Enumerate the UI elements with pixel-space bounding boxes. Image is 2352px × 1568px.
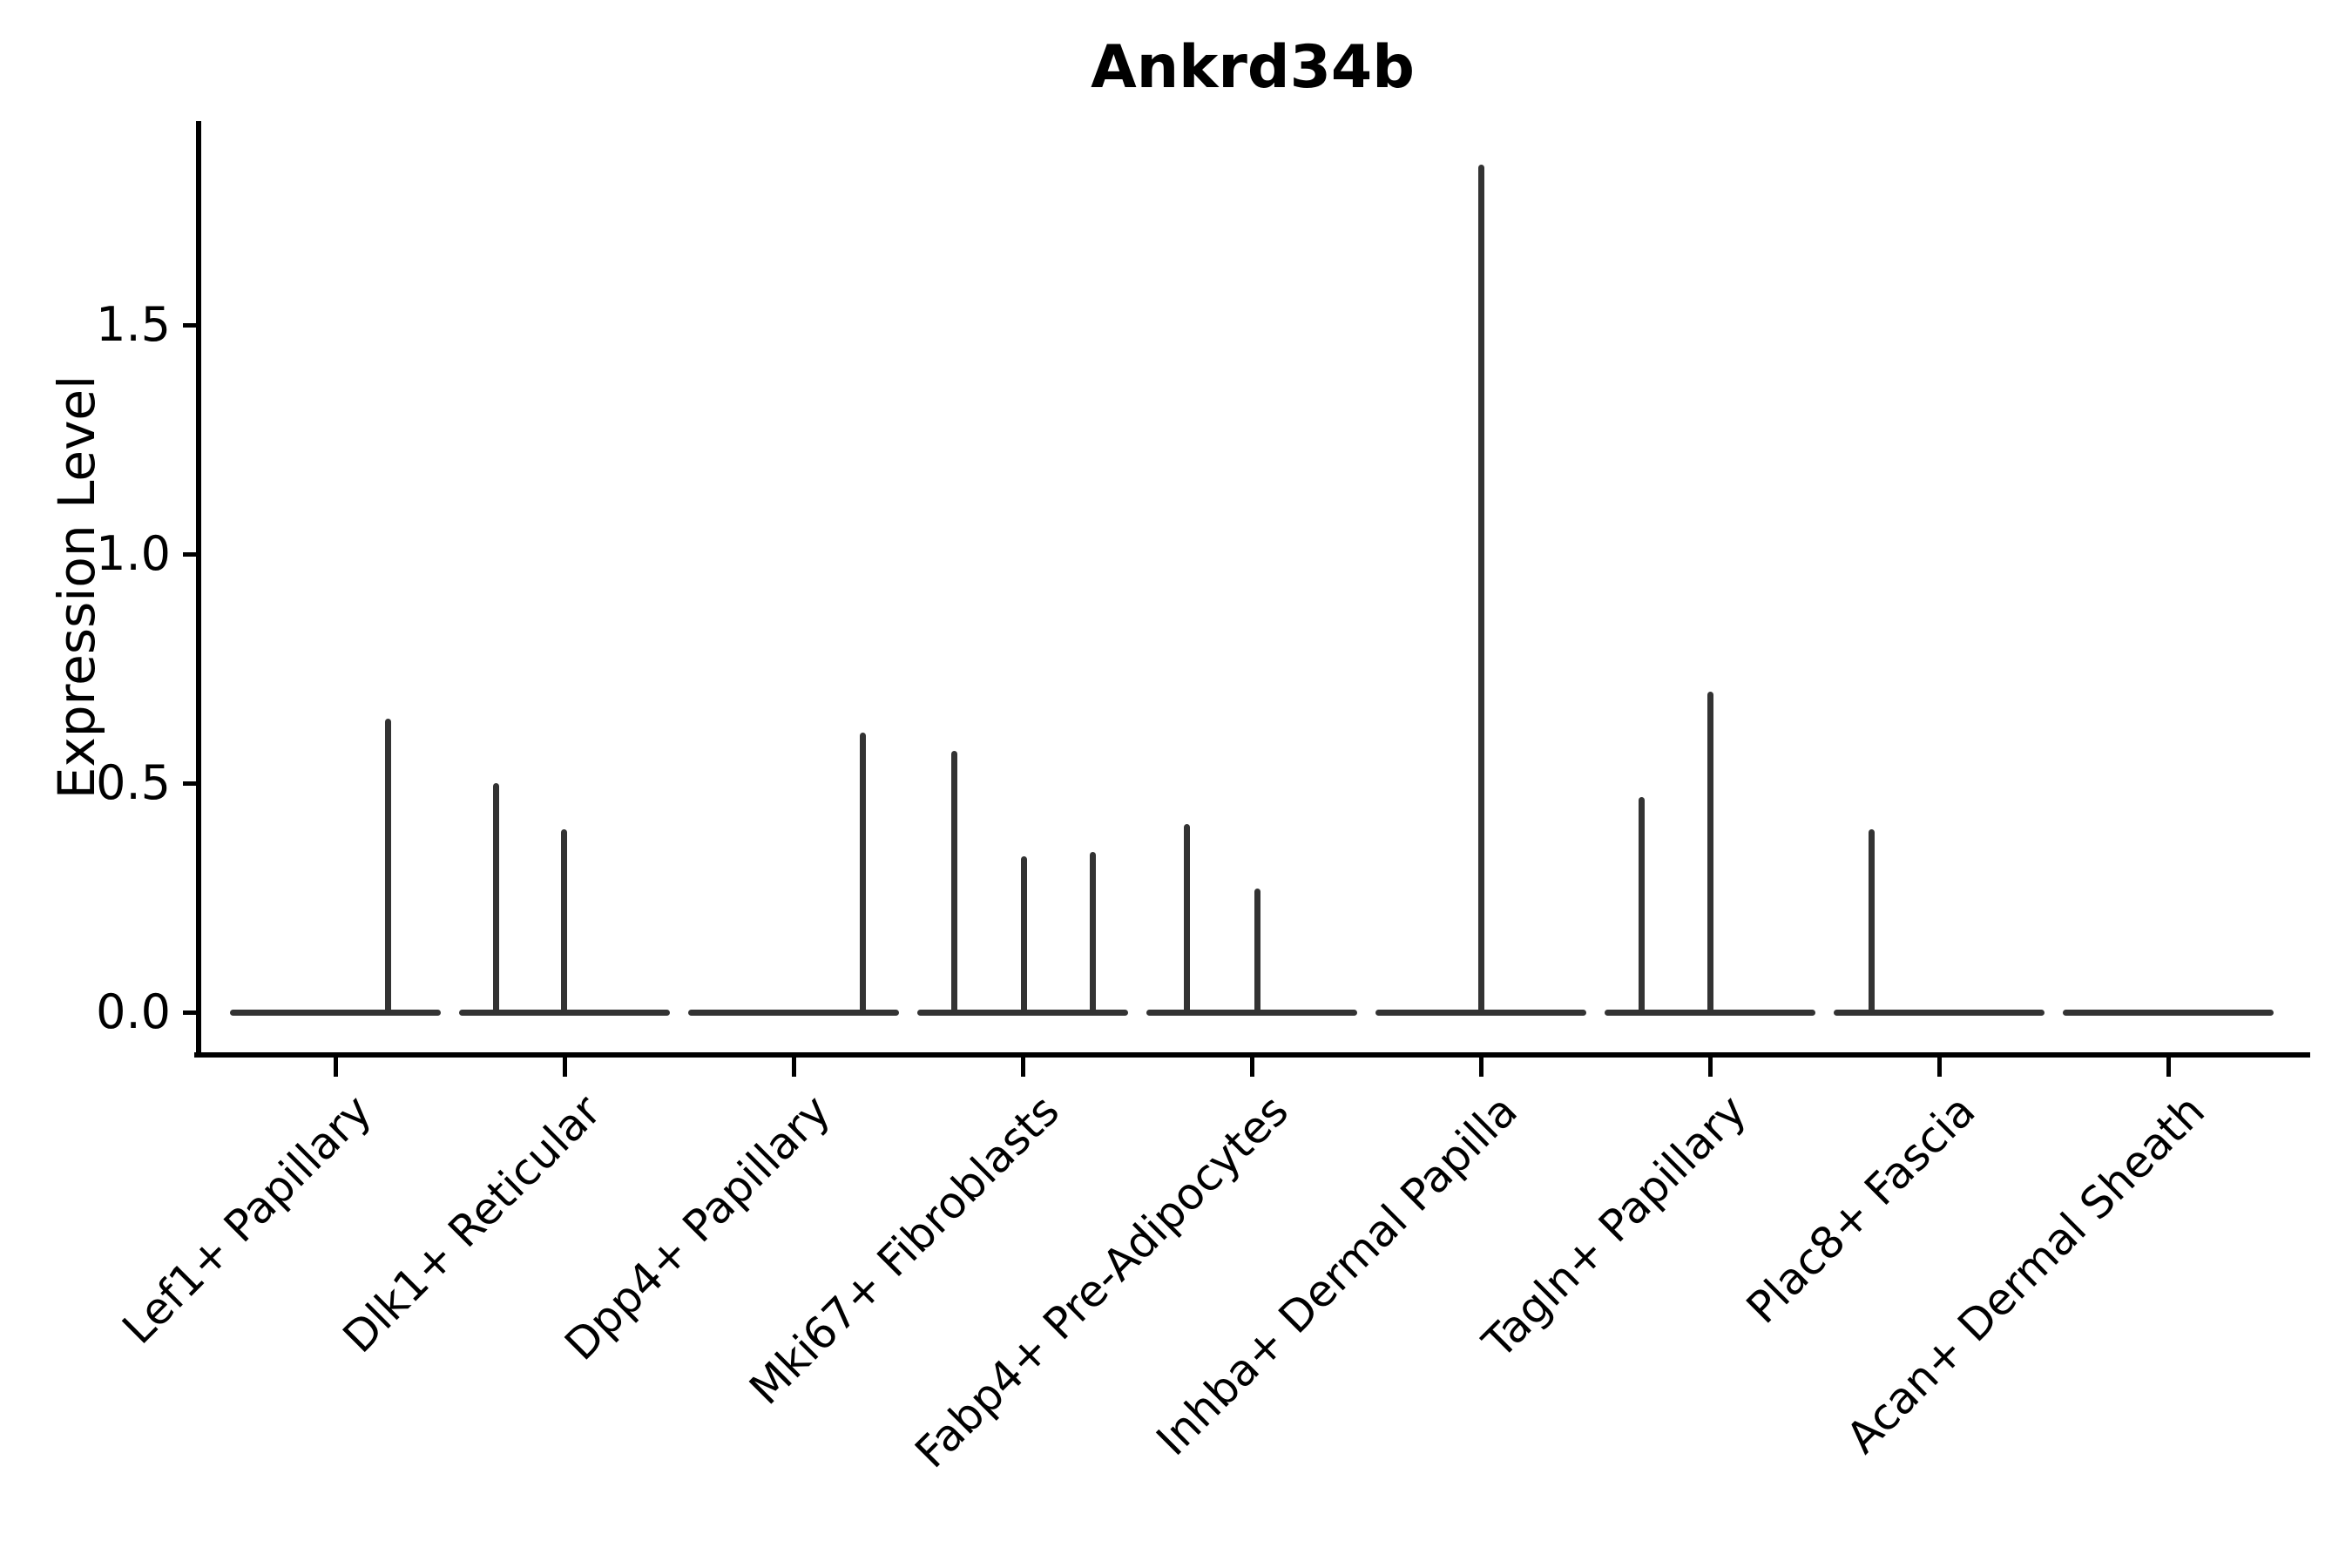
violin-spike — [951, 751, 957, 1015]
violin-spike — [860, 733, 866, 1015]
plot-title: Ankrd34b — [1091, 33, 1415, 102]
violin-spike — [385, 719, 391, 1015]
violin-baseline — [688, 1010, 899, 1016]
violin-baseline — [1146, 1010, 1357, 1016]
y-tick-label: 1.0 — [96, 526, 171, 581]
x-tick-mark — [1479, 1056, 1484, 1077]
violin-spike — [1254, 888, 1260, 1015]
y-tick-label: 0.5 — [96, 755, 171, 810]
x-tick-label: Plac8+ Fascia — [1737, 1085, 1985, 1334]
violin-spike — [1869, 828, 1875, 1015]
y-axis-spine — [196, 121, 201, 1058]
x-tick-mark — [792, 1056, 796, 1077]
violin-spike — [1090, 851, 1096, 1015]
x-tick-mark — [1937, 1056, 1942, 1077]
x-tick-mark — [563, 1056, 567, 1077]
violin-spike — [1707, 691, 1713, 1015]
violin-spike — [561, 828, 567, 1015]
x-tick-mark — [2166, 1056, 2171, 1077]
y-tick-mark — [183, 552, 197, 557]
violin-spike — [1478, 164, 1484, 1015]
y-tick-mark — [183, 781, 197, 786]
y-tick-mark — [183, 1010, 197, 1015]
violin-spike — [1021, 856, 1027, 1015]
x-tick-mark — [1021, 1056, 1025, 1077]
violin-baseline — [2063, 1010, 2274, 1016]
violin-baseline — [1834, 1010, 2044, 1016]
y-tick-label: 0.0 — [96, 984, 171, 1039]
violin-spike — [493, 783, 499, 1015]
x-tick-mark — [1250, 1056, 1254, 1077]
y-tick-mark — [183, 323, 197, 328]
x-tick-label: Fabp4+ Pre-Adipocytes — [905, 1085, 1298, 1478]
y-tick-label: 1.5 — [96, 297, 171, 352]
y-axis-label: Expression Level — [47, 375, 106, 800]
x-axis-spine — [194, 1052, 2310, 1058]
violin-spike — [1639, 796, 1645, 1015]
violin-spike — [1184, 824, 1190, 1015]
x-tick-label: Dlk1+ Reticular — [333, 1085, 611, 1363]
x-tick-mark — [334, 1056, 338, 1077]
x-tick-mark — [1708, 1056, 1713, 1077]
violin-baseline — [230, 1010, 441, 1016]
x-tick-label: Lef1+ Papillary — [112, 1085, 382, 1354]
